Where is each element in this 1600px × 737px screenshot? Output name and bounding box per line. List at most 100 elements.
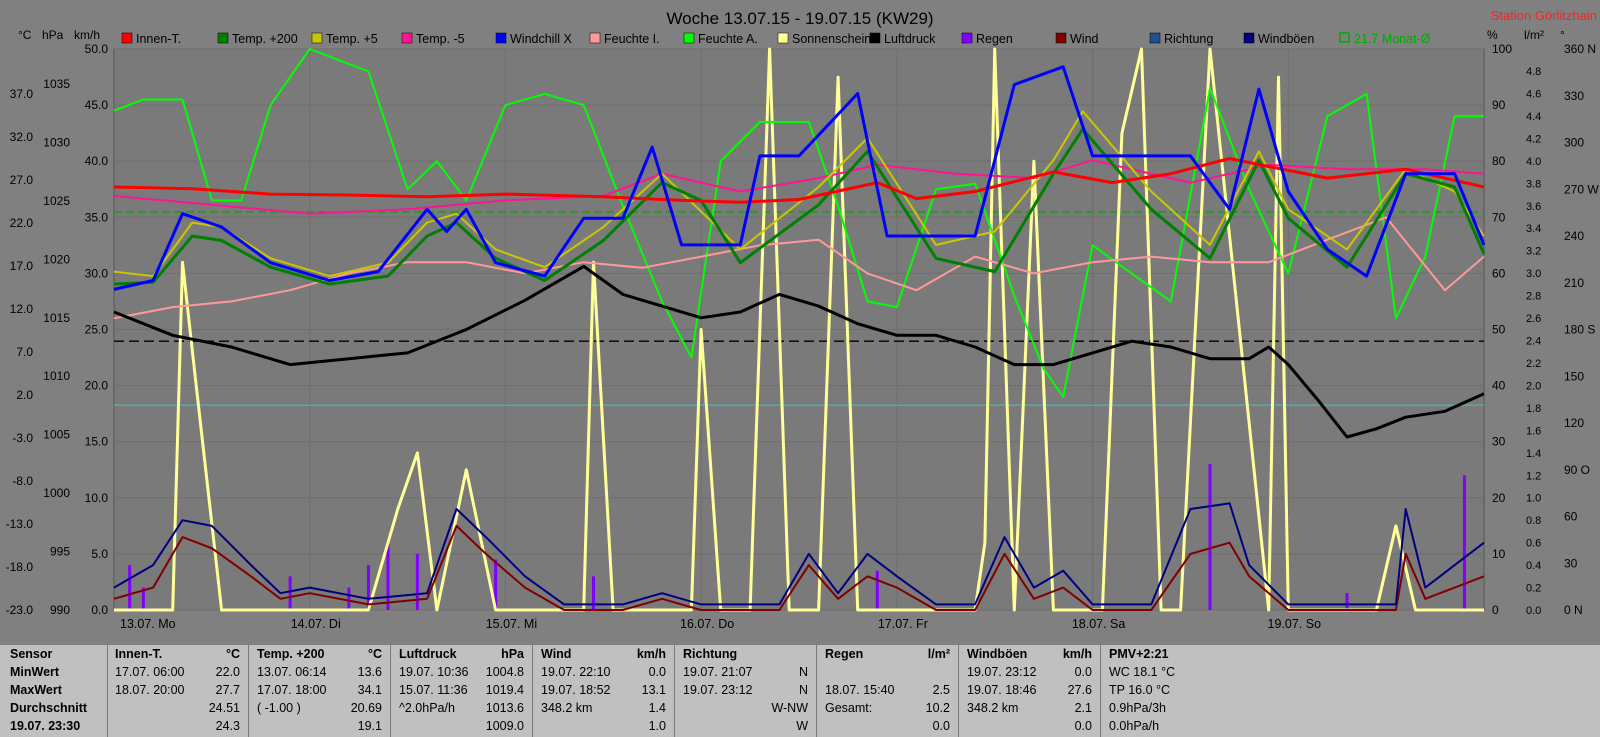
- rain-bar: [288, 576, 292, 610]
- y-tick-rain: 4.2: [1526, 133, 1541, 145]
- legend-label: Windchill X: [510, 32, 572, 46]
- y-tick-press: 1025: [43, 194, 70, 208]
- y-tick-rain: 3.8: [1526, 178, 1541, 190]
- y-tick-dir: 60: [1564, 510, 1578, 524]
- y-tick-temp: -13.0: [6, 517, 34, 531]
- y-tick-dir: 210: [1564, 276, 1584, 290]
- cell-time: 19.07. 18:46: [967, 683, 1037, 697]
- y-tick-pct: 70: [1492, 210, 1506, 224]
- legend-swatch: [401, 32, 413, 44]
- y-tick-dir: 90 O: [1564, 463, 1590, 477]
- legend-swatch: [589, 32, 601, 44]
- y-tick-speed: 35.0: [85, 210, 109, 224]
- y-tick-dir: 300: [1564, 136, 1584, 150]
- cell-time: 18.07. 20:00: [115, 683, 185, 697]
- legend-label: 21.7 Monat-Ø: [1354, 32, 1431, 46]
- y-tick-rain: 0.6: [1526, 538, 1541, 550]
- legend-swatch: [311, 32, 323, 44]
- y-tick-speed: 0.0: [91, 603, 108, 617]
- cell-value: 19.1: [357, 719, 382, 733]
- y-tick-rain: 1.6: [1526, 425, 1541, 437]
- cell-value: 1004.8: [485, 665, 524, 679]
- rain-bar: [128, 565, 132, 610]
- legend-label: Feuchte I.: [604, 32, 660, 46]
- series-line: [114, 47, 1484, 612]
- cell-value: 1019.4: [485, 683, 524, 697]
- y-tick-pct: 20: [1492, 491, 1506, 505]
- legend-swatch: [777, 32, 789, 44]
- y-tick-dir: 150: [1564, 369, 1584, 383]
- series-line: [113, 48, 1484, 398]
- cell-time: 19.07. 23:12: [683, 683, 753, 697]
- y-tick-press: 1035: [43, 77, 70, 91]
- col-header: Wind: [541, 647, 572, 661]
- legend-label: Temp. +200: [232, 32, 298, 46]
- col-header: Sensor: [10, 647, 53, 661]
- rain-bar: [415, 553, 419, 610]
- cell-value: 0.0: [1074, 665, 1092, 679]
- cell-value: 22.0: [215, 665, 240, 679]
- chart-title: Woche 13.07.15 - 19.07.15 (KW29): [666, 9, 933, 28]
- col-pmv: PMV+2:21 WC 18.1 °C TP 16.0 °C 0.9hPa/3h 0.0…: [1101, 645, 1301, 737]
- cell-value: 27.7: [215, 683, 240, 697]
- rain-bar: [494, 559, 498, 610]
- legend-swatch: [1339, 32, 1350, 43]
- cell-time: 19.07. 10:36: [399, 665, 469, 679]
- y-tick-temp: 12.0: [10, 302, 34, 316]
- rain-bar: [1345, 593, 1349, 610]
- y-tick-temp: 7.0: [16, 345, 33, 359]
- series-line: [113, 502, 1485, 606]
- col-header: Windböen: [967, 647, 1028, 661]
- legend-swatch: [495, 32, 507, 44]
- y-tick-temp: 27.0: [10, 173, 34, 187]
- col-windboeen: Windböen km/h 19.07. 23:12 0.0 19.07. 18:46 2…: [959, 645, 1101, 737]
- y-tick-pct: 90: [1492, 98, 1506, 112]
- rain-bar: [592, 576, 595, 610]
- cell-value: 10.2: [925, 701, 950, 715]
- y-tick-dir: 240: [1564, 229, 1584, 243]
- y-tick-rain: 0.2: [1526, 583, 1541, 595]
- unit-dir: °: [1560, 28, 1565, 42]
- y-tick-rain: 2.6: [1526, 313, 1541, 325]
- unit-rain: l/m²: [1524, 28, 1544, 42]
- col-unit: hPa: [501, 647, 524, 661]
- y-tick-speed: 15.0: [85, 435, 109, 449]
- y-tick-rain: 0.4: [1526, 560, 1541, 572]
- y-tick-press: 1030: [43, 135, 70, 149]
- unit-press: hPa: [42, 28, 64, 42]
- y-tick-temp: -18.0: [6, 560, 34, 574]
- cell-time: ^2.0hPa/h: [399, 701, 455, 715]
- col-unit: km/h: [636, 647, 666, 661]
- pmv-line: 0.0hPa/h: [1109, 719, 1160, 733]
- legend-swatch: [869, 32, 881, 44]
- y-tick-press: 1010: [43, 369, 70, 383]
- y-tick-rain: 2.8: [1526, 291, 1541, 303]
- cell-value: 24.3: [215, 719, 240, 733]
- col-richtung: Richtung 19.07. 21:07 N 19.07. 23:12 N W-NW W: [675, 645, 817, 737]
- col-temp-200: Temp. +200 °C 13.07. 06:14 13.6 17.07. 18:00…: [249, 645, 391, 737]
- cell-value: 0.0: [932, 719, 950, 733]
- col-unit: km/h: [1062, 647, 1092, 661]
- y-tick-press: 990: [50, 603, 70, 617]
- y-tick-pct: 10: [1492, 547, 1506, 561]
- y-tick-rain: 3.6: [1526, 201, 1541, 213]
- legend-label: Feuchte A.: [698, 32, 758, 46]
- unit-pct: %: [1487, 28, 1498, 42]
- legend-swatch: [1243, 32, 1255, 44]
- y-tick-speed: 10.0: [85, 491, 109, 505]
- legend-swatch: [217, 32, 229, 44]
- x-axis: 13.07. Mo 14.07. Di 15.07. Mi 16.07. Do 17.0…: [120, 617, 1321, 631]
- cell-value: 1013.6: [485, 701, 524, 715]
- cell-value: 1.4: [648, 701, 666, 715]
- y-tick-pct: 30: [1492, 435, 1506, 449]
- y-tick-dir: 270 W: [1564, 182, 1599, 196]
- unit-speed: km/h: [74, 28, 100, 42]
- cell-time: 19.07. 18:52: [541, 683, 611, 697]
- y-tick-rain: 1.4: [1526, 448, 1541, 460]
- series-layer: [113, 47, 1486, 612]
- x-tick-label: 14.07. Di: [291, 617, 341, 631]
- cell-value: 24.51: [208, 701, 240, 715]
- y-tick-rain: 4.8: [1526, 66, 1541, 78]
- legend-swatch: [961, 32, 973, 44]
- y-tick-dir: 120: [1564, 416, 1584, 430]
